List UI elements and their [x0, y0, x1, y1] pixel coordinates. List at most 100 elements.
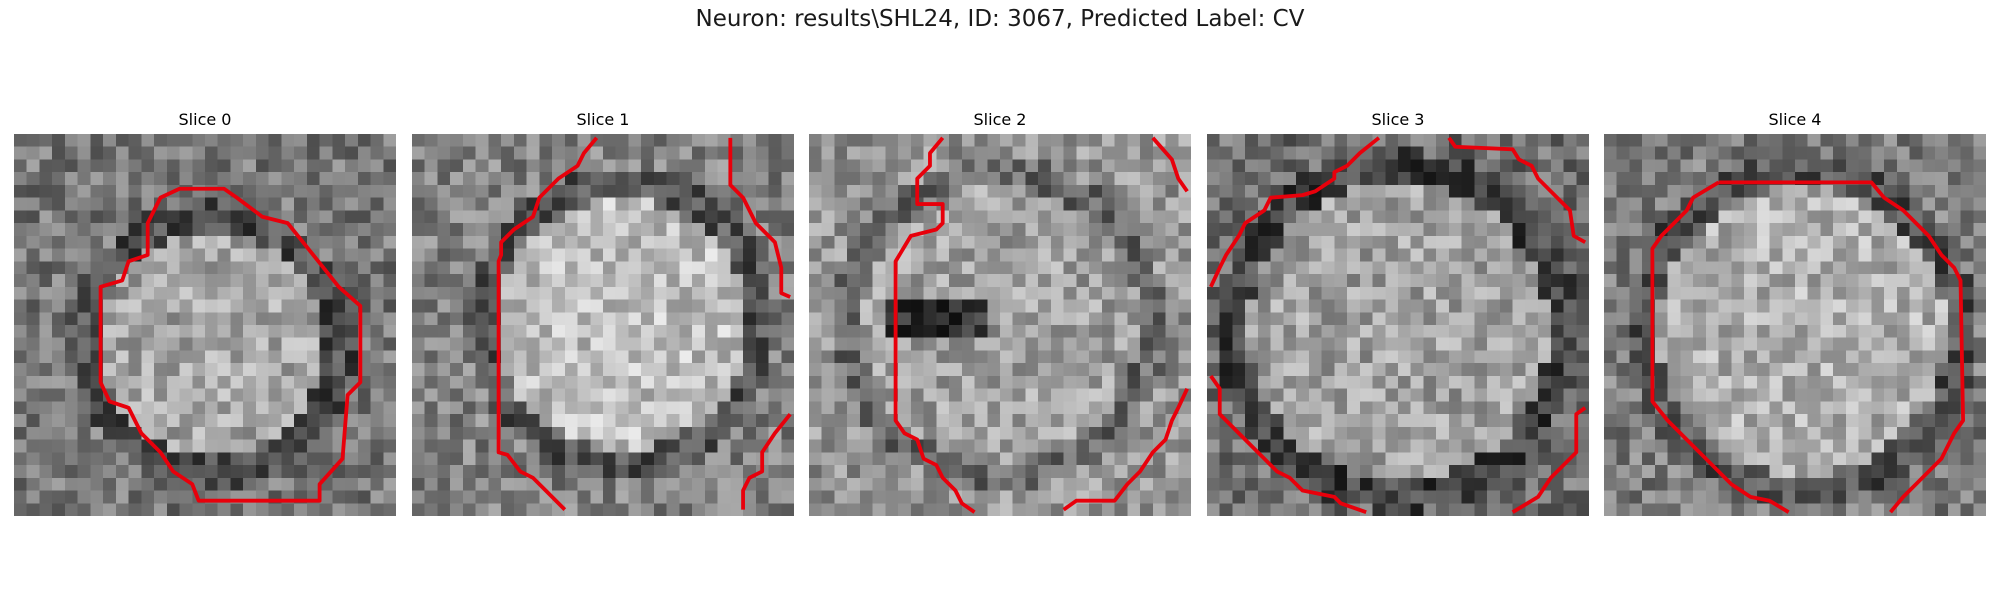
image-pixel [1372, 439, 1386, 453]
image-pixel [77, 439, 91, 453]
image-pixel [154, 223, 168, 237]
image-pixel [166, 490, 180, 504]
image-pixel [1922, 426, 1936, 440]
image-pixel [52, 248, 66, 262]
image-pixel [1782, 477, 1796, 491]
image-pixel [1296, 350, 1310, 364]
image-pixel [192, 414, 206, 428]
image-pixel [564, 503, 578, 516]
image-pixel [1629, 261, 1643, 275]
image-pixel [412, 465, 425, 479]
image-pixel [1308, 414, 1322, 428]
image-pixel [526, 134, 540, 147]
image-pixel [1871, 337, 1885, 351]
image-pixel [1207, 477, 1220, 491]
image-pixel [961, 388, 975, 402]
image-pixel [1512, 363, 1526, 377]
image-pixel [52, 159, 66, 173]
image-pixel [1858, 312, 1872, 326]
image-pixel [859, 299, 873, 313]
image-pixel [1474, 452, 1488, 466]
image-pixel [974, 210, 988, 224]
image-pixel [1257, 235, 1271, 249]
image-pixel [755, 325, 769, 338]
image-pixel [26, 401, 40, 415]
image-pixel [1398, 172, 1411, 186]
image-pixel [294, 337, 308, 351]
image-pixel [781, 172, 794, 186]
image-pixel [1076, 439, 1090, 453]
image-pixel [768, 350, 782, 364]
image-pixel [103, 350, 117, 364]
image-pixel [1525, 134, 1539, 147]
image-pixel [1448, 363, 1462, 377]
image-pixel [1499, 363, 1513, 377]
image-pixel [437, 337, 451, 351]
image-pixel [949, 426, 963, 440]
image-pixel [1858, 426, 1872, 440]
image-pixel [872, 184, 886, 198]
image-pixel [1114, 261, 1128, 275]
image-pixel [1257, 414, 1271, 428]
image-pixel [412, 312, 425, 326]
image-pixel [577, 490, 591, 504]
image-pixel [115, 146, 129, 160]
image-pixel [1833, 465, 1847, 479]
image-pixel [1385, 401, 1399, 415]
image-pixel [768, 375, 782, 389]
image-pixel [1038, 146, 1052, 160]
image-pixel [1025, 184, 1039, 198]
image-pixel [1576, 452, 1589, 466]
image-pixel [1245, 350, 1259, 364]
image-pixel [1909, 286, 1923, 300]
image-pixel [1616, 503, 1630, 516]
image-pixel [1909, 414, 1923, 428]
image-pixel [1334, 210, 1348, 224]
image-pixel [949, 248, 963, 262]
image-pixel [1038, 261, 1052, 275]
image-pixel [1731, 350, 1745, 364]
image-pixel [653, 325, 667, 338]
image-pixel [872, 134, 886, 147]
image-pixel [513, 452, 527, 466]
image-pixel [450, 325, 464, 338]
image-pixel [306, 261, 320, 275]
image-pixel [1718, 363, 1732, 377]
image-pixel [1973, 172, 1986, 186]
image-pixel [128, 286, 142, 300]
image-pixel [1308, 286, 1322, 300]
image-pixel [1820, 261, 1834, 275]
image-pixel [628, 414, 642, 428]
image-pixel [1257, 375, 1271, 389]
image-pixel [1538, 465, 1552, 479]
image-pixel [1871, 134, 1885, 147]
image-pixel [1038, 477, 1052, 491]
image-pixel [1089, 401, 1103, 415]
image-pixel [1487, 350, 1501, 364]
image-pixel [475, 439, 489, 453]
image-pixel [437, 465, 451, 479]
image-pixel [781, 184, 794, 198]
image-pixel [1550, 210, 1564, 224]
image-pixel [628, 146, 642, 160]
image-pixel [1833, 452, 1847, 466]
image-pixel [1525, 325, 1539, 338]
image-pixel [1372, 223, 1386, 237]
image-pixel [1152, 503, 1166, 516]
image-pixel [872, 261, 886, 275]
image-pixel [1347, 388, 1361, 402]
image-pixel [949, 299, 963, 313]
image-pixel [1025, 401, 1039, 415]
image-pixel [1693, 465, 1707, 479]
image-pixel [14, 134, 27, 147]
image-pixel [1833, 223, 1847, 237]
image-pixel [821, 375, 835, 389]
image-pixel [717, 337, 731, 351]
image-pixel [450, 363, 464, 377]
image-pixel [603, 159, 616, 173]
image-pixel [1807, 235, 1821, 249]
image-pixel [1871, 477, 1885, 491]
image-pixel [1270, 477, 1284, 491]
image-pixel [179, 286, 193, 300]
image-pixel [1896, 312, 1910, 326]
